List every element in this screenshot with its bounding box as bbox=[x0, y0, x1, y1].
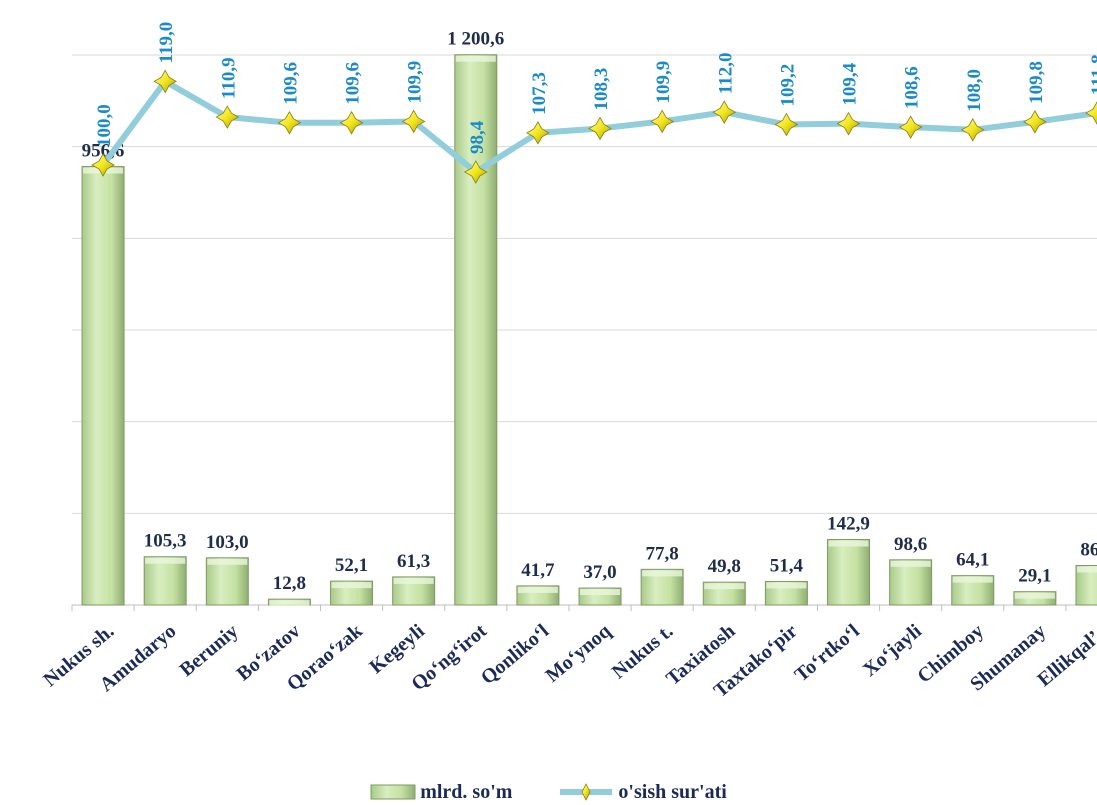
bar-value-label: 77,8 bbox=[646, 543, 679, 564]
bar-highlight bbox=[828, 540, 869, 547]
line-value-label: 111,8 bbox=[1088, 54, 1097, 95]
bar-highlight bbox=[1014, 592, 1055, 599]
line-point-marker bbox=[339, 110, 364, 135]
line-value-label: 112,0 bbox=[715, 52, 736, 94]
bar-value-label: 98,6 bbox=[894, 534, 927, 555]
bar bbox=[889, 559, 933, 606]
legend-item-bars: mlrd. so'm bbox=[370, 781, 512, 804]
bar bbox=[827, 539, 871, 606]
legend: mlrd. so'm o'sish sur'ati bbox=[0, 780, 1097, 804]
bar-highlight bbox=[331, 582, 372, 589]
bar-highlight bbox=[207, 558, 248, 565]
line-value-label: 109,6 bbox=[280, 62, 301, 105]
legend-item-line: o'sish sur'ati bbox=[558, 780, 727, 804]
line-point-marker bbox=[401, 109, 426, 134]
bar-highlight bbox=[580, 589, 621, 596]
legend-bar-swatch bbox=[370, 784, 416, 800]
bar-highlight bbox=[766, 582, 807, 589]
bar bbox=[1075, 564, 1097, 606]
line-value-label: 100,0 bbox=[94, 104, 115, 147]
line-point-marker bbox=[1085, 101, 1097, 125]
bar bbox=[143, 556, 187, 606]
category-label: Qonliko‘l bbox=[477, 620, 554, 689]
line-point-marker bbox=[774, 112, 799, 137]
bar-highlight bbox=[393, 577, 434, 584]
category-label: Mo‘ynoq bbox=[542, 620, 616, 687]
legend-label-bars: mlrd. so'm bbox=[420, 780, 513, 803]
line-value-label: 109,8 bbox=[1026, 61, 1047, 104]
bar-value-label: 49,8 bbox=[708, 556, 741, 577]
bar-value-label: 51,4 bbox=[770, 555, 804, 576]
line-value-label: 98,4 bbox=[467, 120, 488, 154]
category-label: Beruniy bbox=[176, 620, 243, 681]
line-value-label: 108,3 bbox=[591, 68, 612, 111]
bar-highlight bbox=[455, 55, 496, 62]
line-value-label: 109,6 bbox=[343, 62, 364, 105]
bar-value-label: 61,3 bbox=[397, 551, 430, 572]
line-point-marker bbox=[153, 69, 177, 94]
bar-value-label: 29,1 bbox=[1018, 566, 1051, 587]
bar-value-label: 41,7 bbox=[521, 560, 555, 581]
legend-label-line: o'sish sur'ati bbox=[618, 780, 727, 803]
bar-value-label: 52,1 bbox=[335, 555, 368, 576]
line-value-label: 110,9 bbox=[218, 57, 239, 99]
bar-value-label: 86,2 bbox=[1080, 539, 1097, 560]
bar-value-label: 12,8 bbox=[273, 573, 306, 594]
line-point-marker bbox=[463, 160, 488, 184]
bar-value-label: 37,0 bbox=[583, 562, 616, 583]
line-point-marker bbox=[712, 100, 737, 125]
line-point-marker bbox=[898, 115, 923, 139]
bar-highlight bbox=[145, 557, 186, 564]
bar-value-label: 64,1 bbox=[956, 550, 989, 571]
bar bbox=[454, 54, 498, 606]
gridlines bbox=[71, 54, 1097, 611]
bar-value-label: 142,9 bbox=[827, 514, 870, 535]
category-labels: Nukus sh.AmudaryoBeruniyBo‘zatovQorao‘za… bbox=[39, 619, 1097, 702]
bar-highlight bbox=[517, 586, 558, 593]
line-point-marker bbox=[960, 117, 985, 142]
bar-highlight bbox=[1077, 566, 1097, 573]
line-value-label: 108,6 bbox=[902, 66, 923, 109]
line-value-label: 108,0 bbox=[964, 69, 985, 112]
line-value-label: 109,9 bbox=[653, 61, 674, 104]
line-point-marker bbox=[526, 121, 550, 145]
bar-value-label: 1 200,6 bbox=[447, 29, 504, 50]
line-point-marker bbox=[1023, 110, 1047, 134]
category-label: To‘rtko‘l bbox=[791, 620, 864, 687]
bar-value-label: 105,3 bbox=[144, 531, 187, 552]
bar-highlight bbox=[642, 570, 683, 577]
legend-line-swatch bbox=[560, 783, 613, 801]
line-point-marker bbox=[277, 110, 302, 135]
line-value-label: 109,2 bbox=[777, 64, 798, 107]
bar bbox=[205, 557, 249, 606]
bar-highlight bbox=[269, 600, 310, 606]
line-value-label: 119,0 bbox=[156, 22, 177, 64]
line-value-label: 109,4 bbox=[840, 62, 861, 105]
bar-highlight bbox=[952, 576, 993, 583]
bar-highlight bbox=[890, 560, 931, 567]
bar-value-label: 103,0 bbox=[206, 532, 249, 553]
line-point-marker bbox=[91, 153, 115, 177]
line-point-marker bbox=[836, 111, 861, 136]
bar bbox=[81, 166, 125, 606]
line-value-label: 109,9 bbox=[405, 61, 426, 104]
line-point-marker bbox=[650, 109, 674, 134]
line-point-marker bbox=[588, 116, 612, 141]
growth-line-group: 100,0 119,0 110,9 109,6 109,6 109,9 98,4 107,3 1… bbox=[91, 22, 1097, 184]
line-value-label: 107,3 bbox=[529, 72, 550, 115]
bar-highlight bbox=[704, 583, 745, 590]
line-point-marker bbox=[215, 105, 240, 129]
